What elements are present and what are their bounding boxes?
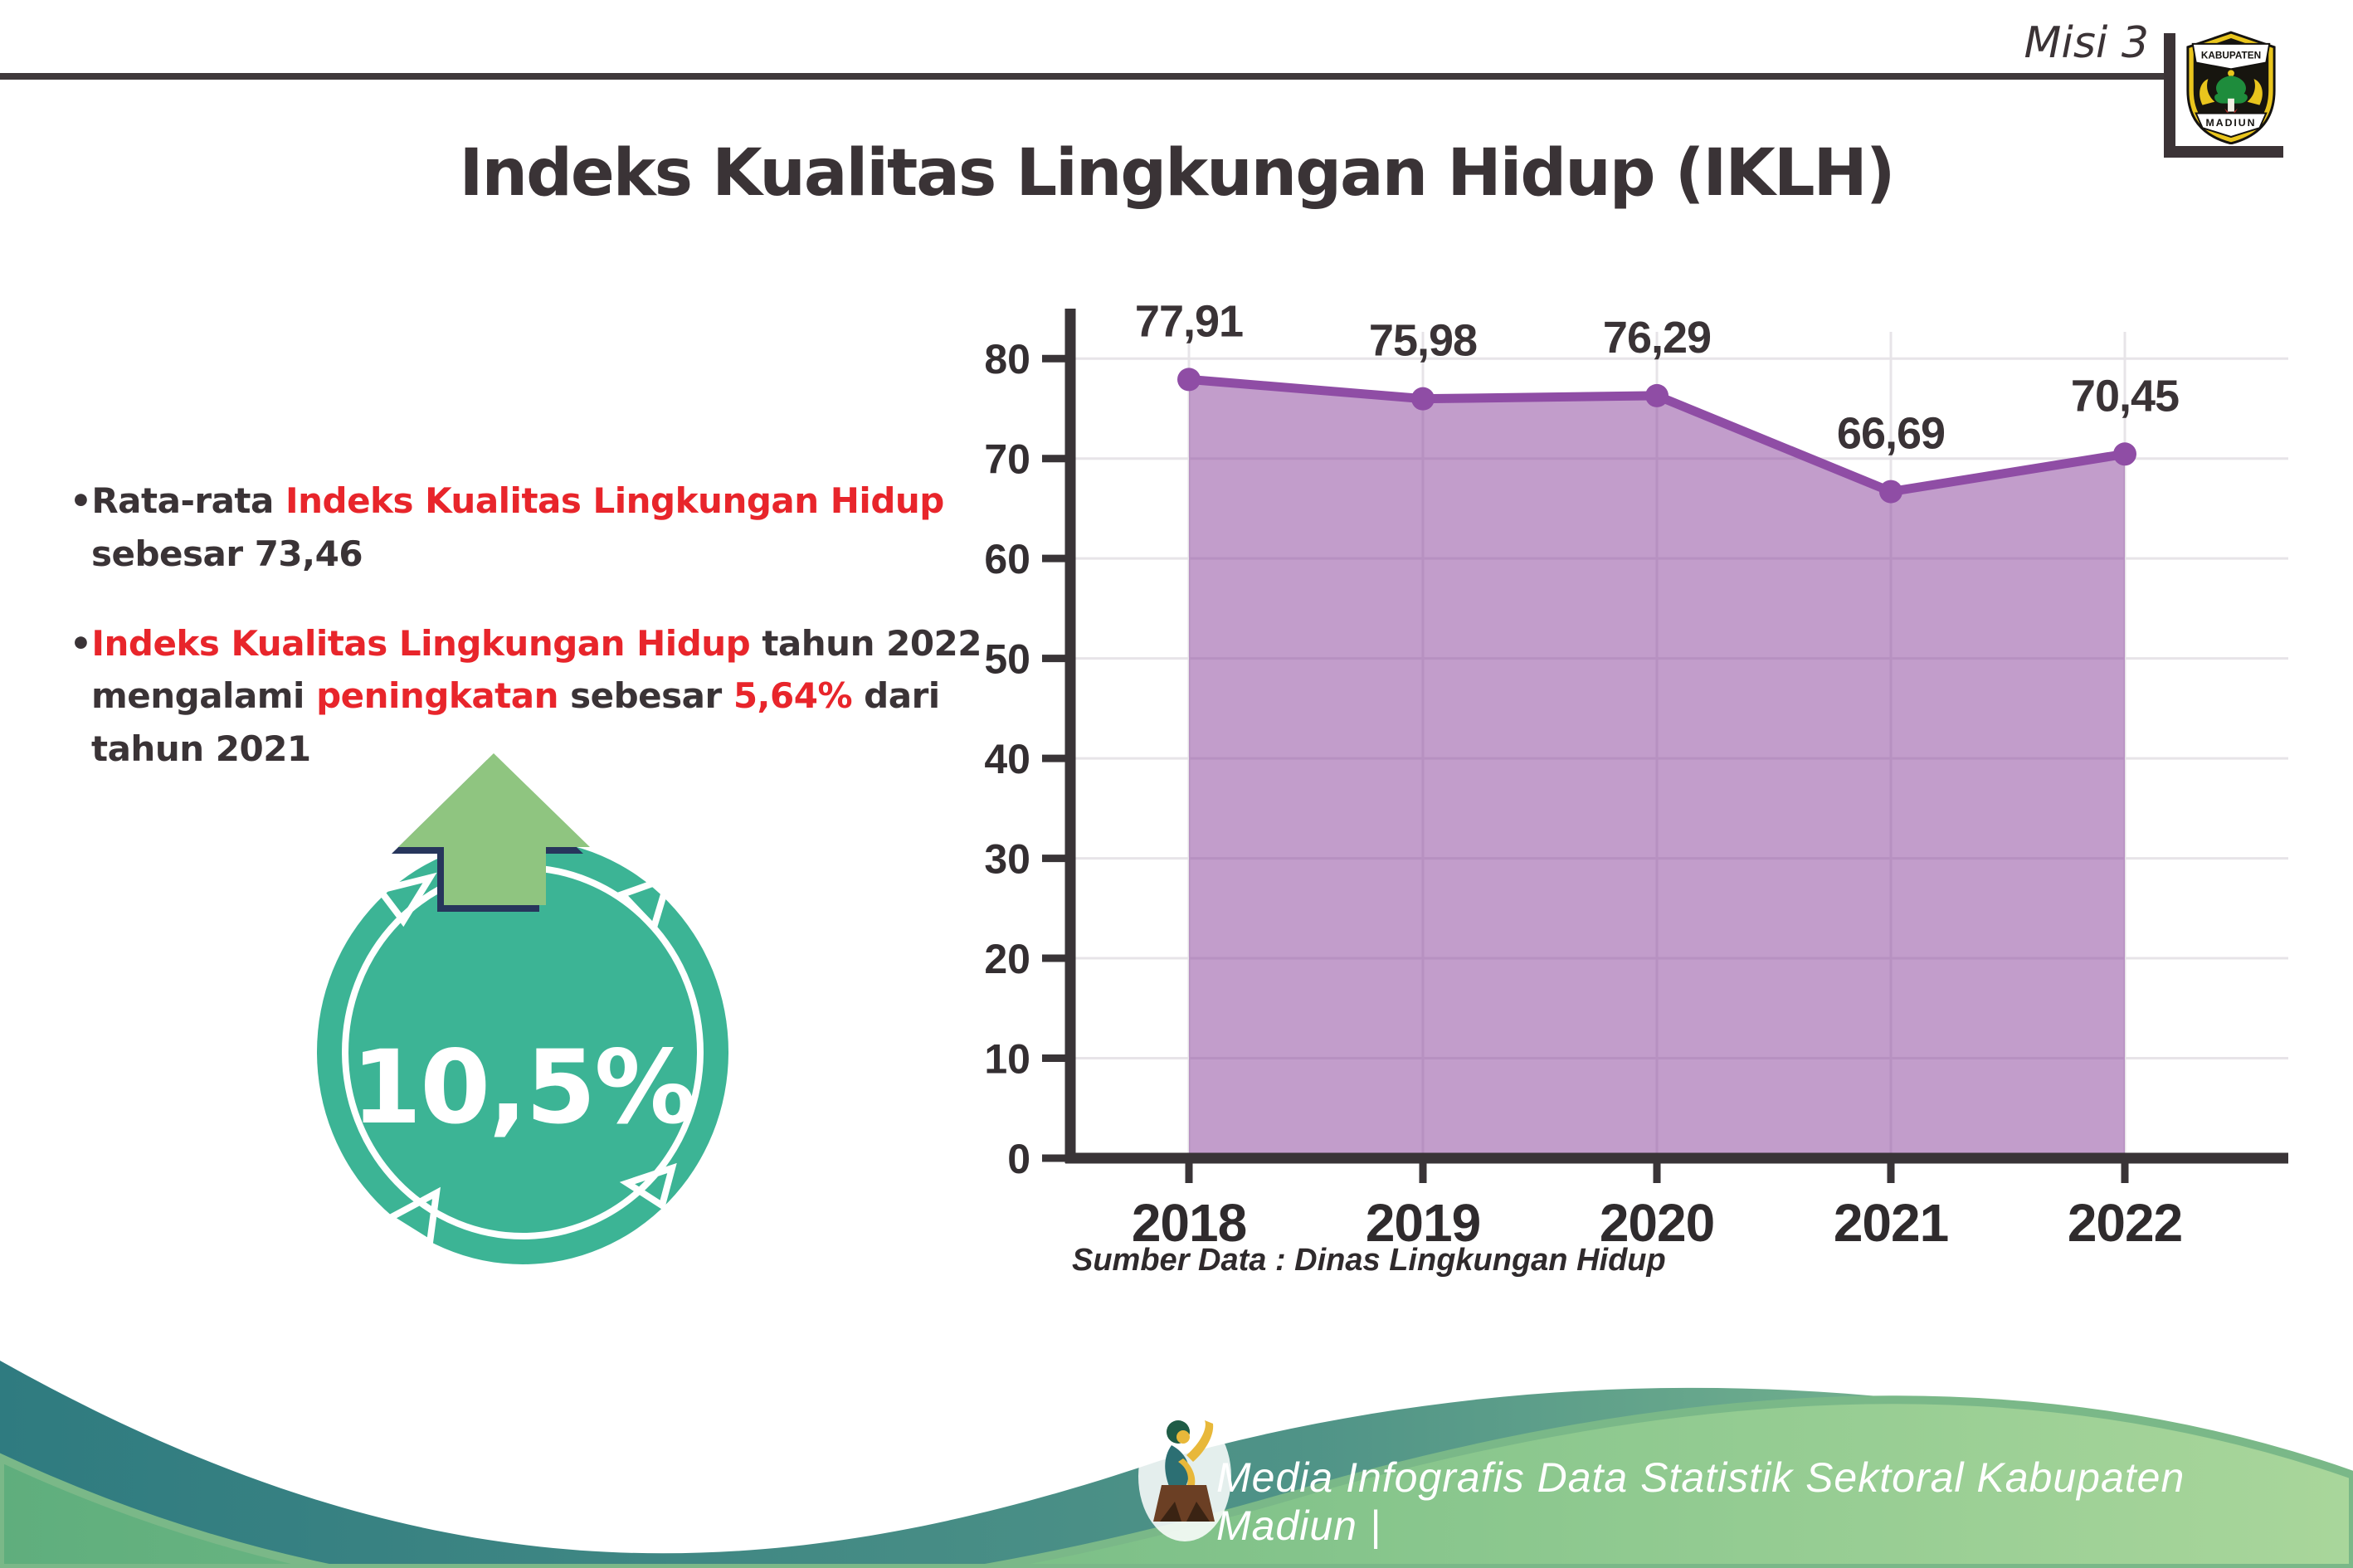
y-tick-label: 60 (984, 536, 1030, 582)
iklh-area-chart: 0 10 20 30 40 50 60 70 80 2018 2019 2020 2021 2022 77,… (984, 296, 2288, 1253)
logo-banner-bottom-text: MADIUN (2206, 117, 2257, 129)
data-value-label: 66,69 (1837, 409, 1945, 459)
logo-frame-vertical (2164, 33, 2175, 158)
x-tick-label: 2022 (2068, 1193, 2182, 1253)
area-fill (1189, 379, 2125, 1158)
data-point (1645, 383, 1669, 407)
badge-circle (317, 840, 728, 1264)
footer-waves (0, 1361, 2353, 1568)
logo-banner-bottom (2195, 112, 2268, 139)
y-tick-label: 40 (984, 736, 1030, 782)
data-value-label: 70,45 (2071, 371, 2179, 421)
page-title: Indeks Kualitas Lingkungan Hidup (IKLH) (459, 136, 1896, 212)
logo-tree (2214, 75, 2248, 104)
x-tick-label: 2020 (1600, 1193, 1714, 1253)
front-wave (0, 1395, 2353, 1568)
mission-label: Misi 3 (2024, 18, 2149, 68)
key-findings-list: •Rata-rata Indeks Kualitas Lingkungan Hi… (70, 475, 1007, 812)
bullet-item: •Indeks Kualitas Lingkungan Hidup tahun … (70, 622, 982, 770)
data-point (1411, 387, 1435, 411)
y-tick-label: 0 (1007, 1136, 1030, 1182)
bullet-item: •Rata-rata Indeks Kualitas Lingkungan Hi… (70, 480, 944, 574)
data-point (1879, 480, 1902, 504)
data-point (1177, 368, 1201, 392)
data-point (2113, 442, 2136, 466)
header-divider (0, 73, 2164, 80)
growth-badge: 10,5% (317, 753, 728, 1264)
y-tick-label: 70 (984, 436, 1030, 483)
data-value-label: 75,98 (1369, 316, 1477, 366)
badge-triangle-decorations (374, 872, 677, 1249)
logo-banner-top (2191, 42, 2271, 71)
logo-wing-right (2247, 79, 2263, 105)
y-tick-label: 80 (984, 336, 1030, 382)
y-tick-label: 20 (984, 936, 1030, 982)
up-arrow-icon (398, 753, 590, 905)
logo-frame-horizontal (2164, 146, 2283, 158)
data-value-label: 76,29 (1603, 313, 1711, 363)
x-tick-label: 2018 (1132, 1193, 1246, 1253)
x-tick-label: 2021 (1834, 1193, 1948, 1253)
logo-wing-left (2200, 79, 2215, 105)
badge-percentage: 10,5% (351, 1029, 694, 1147)
data-value-label: 77,91 (1135, 296, 1243, 346)
x-tick-label: 2019 (1366, 1193, 1480, 1253)
kabupaten-madiun-logo: KABUPATEN MADIUN (2186, 31, 2276, 144)
mascot-icon (1138, 1412, 1231, 1541)
logo-star (2228, 70, 2234, 77)
y-tick-label: 50 (984, 636, 1030, 683)
y-tick-label: 10 (984, 1036, 1030, 1083)
logo-tree-trunk (2228, 98, 2234, 112)
footer-credit: Media Infografis Data Statistik Sektoral… (1216, 1454, 2185, 1549)
y-tick-label: 30 (984, 836, 1030, 883)
logo-banner-top-text: KABUPATEN (2201, 50, 2261, 61)
chart-source-note: Sumber Data : Dinas Lingkungan Hidup (1072, 1243, 1666, 1278)
